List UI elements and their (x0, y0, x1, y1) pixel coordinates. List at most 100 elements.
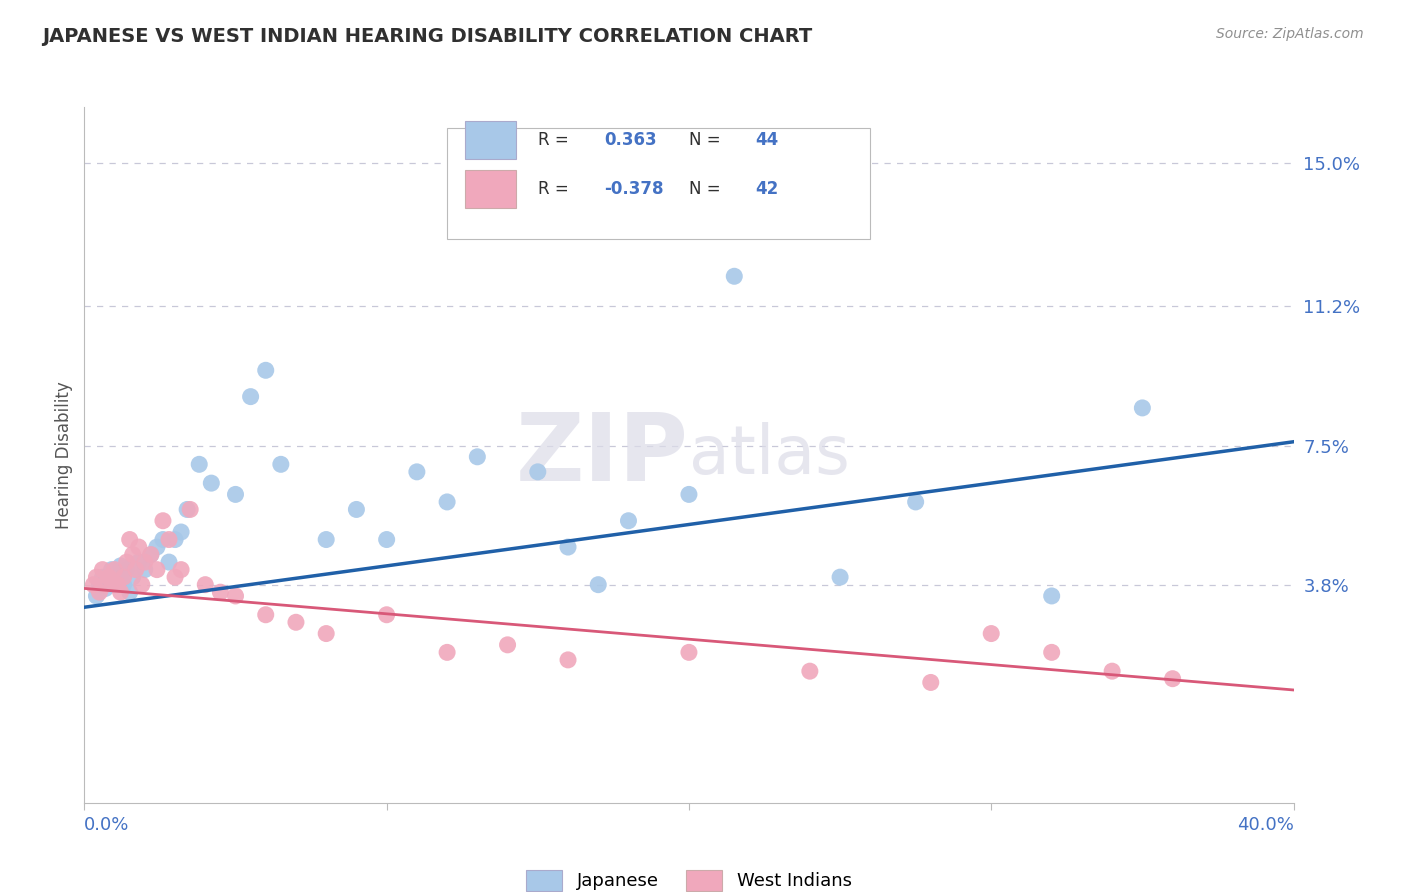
Point (110, 558, 132, 573)
Text: -0.378: -0.378 (605, 180, 664, 198)
Text: R =: R = (538, 131, 568, 149)
Point (225, 589, 247, 603)
Point (157, 555, 180, 569)
Point (107, 577, 129, 591)
Point (980, 626, 1002, 640)
FancyBboxPatch shape (447, 128, 870, 239)
Text: 42: 42 (755, 180, 779, 198)
Point (134, 563, 156, 577)
Point (94, 577, 117, 591)
Point (165, 570, 187, 584)
Point (157, 533, 180, 547)
FancyBboxPatch shape (465, 121, 516, 159)
Point (270, 458, 292, 472)
Point (91, 570, 114, 584)
Point (121, 548, 143, 562)
Point (82, 577, 104, 591)
Point (527, 465, 550, 479)
Point (723, 269, 745, 284)
Point (91, 563, 114, 577)
Point (97, 574, 120, 588)
Point (588, 577, 610, 591)
Point (496, 638, 519, 652)
Legend: Japanese, West Indians: Japanese, West Indians (519, 863, 859, 892)
Point (170, 524, 193, 539)
Point (194, 577, 217, 591)
Point (100, 563, 122, 577)
Point (115, 555, 138, 569)
Point (1130, 401, 1153, 415)
Point (165, 533, 187, 547)
Point (112, 577, 135, 591)
Point (467, 450, 489, 464)
Point (557, 540, 579, 554)
Text: ZIP: ZIP (516, 409, 689, 501)
Point (904, 495, 927, 509)
Point (118, 585, 141, 599)
Point (100, 574, 122, 588)
Point (86, 570, 108, 584)
Point (94, 582, 117, 596)
Point (1101, 664, 1123, 678)
Point (115, 563, 138, 577)
Point (239, 390, 262, 404)
Text: N =: N = (689, 131, 720, 149)
Text: Source: ZipAtlas.com: Source: ZipAtlas.com (1216, 27, 1364, 41)
Point (146, 540, 169, 554)
Text: 0.363: 0.363 (605, 131, 657, 149)
Point (139, 548, 162, 562)
Text: JAPANESE VS WEST INDIAN HEARING DISABILITY CORRELATION CHART: JAPANESE VS WEST INDIAN HEARING DISABILI… (42, 27, 813, 45)
Point (1040, 645, 1063, 659)
FancyBboxPatch shape (465, 170, 516, 208)
Point (436, 645, 458, 659)
Point (131, 577, 153, 591)
Point (121, 570, 143, 584)
Y-axis label: Hearing Disability: Hearing Disability (55, 381, 73, 529)
Point (152, 533, 174, 547)
Text: 40.0%: 40.0% (1237, 816, 1294, 834)
Point (104, 577, 127, 591)
Point (152, 514, 174, 528)
Text: atlas: atlas (689, 422, 849, 488)
Point (436, 495, 458, 509)
Point (118, 533, 141, 547)
Point (678, 487, 700, 501)
Point (617, 514, 640, 528)
Point (188, 458, 211, 472)
Text: N =: N = (689, 180, 720, 198)
Text: 44: 44 (755, 131, 779, 149)
Point (112, 570, 135, 584)
Point (128, 540, 150, 554)
Point (920, 675, 942, 690)
Point (86, 589, 108, 603)
Point (799, 664, 821, 678)
Point (557, 653, 579, 667)
Point (1161, 672, 1184, 686)
Point (285, 615, 308, 630)
Point (125, 563, 148, 577)
Point (97, 570, 120, 584)
Point (170, 563, 193, 577)
Point (146, 563, 169, 577)
Point (139, 548, 162, 562)
Point (315, 533, 337, 547)
Text: 0.0%: 0.0% (84, 816, 129, 834)
Point (176, 502, 198, 516)
Point (678, 645, 700, 659)
Point (104, 563, 127, 577)
Text: R =: R = (538, 180, 568, 198)
Point (1040, 589, 1063, 603)
Point (225, 487, 247, 501)
Point (128, 555, 150, 569)
Point (346, 502, 368, 516)
Point (254, 363, 277, 377)
Point (89, 585, 111, 599)
Point (209, 585, 232, 599)
Point (830, 570, 852, 584)
Point (89, 577, 111, 591)
Point (107, 570, 129, 584)
Point (200, 476, 222, 491)
Point (315, 626, 337, 640)
Point (134, 555, 156, 569)
Point (406, 465, 429, 479)
